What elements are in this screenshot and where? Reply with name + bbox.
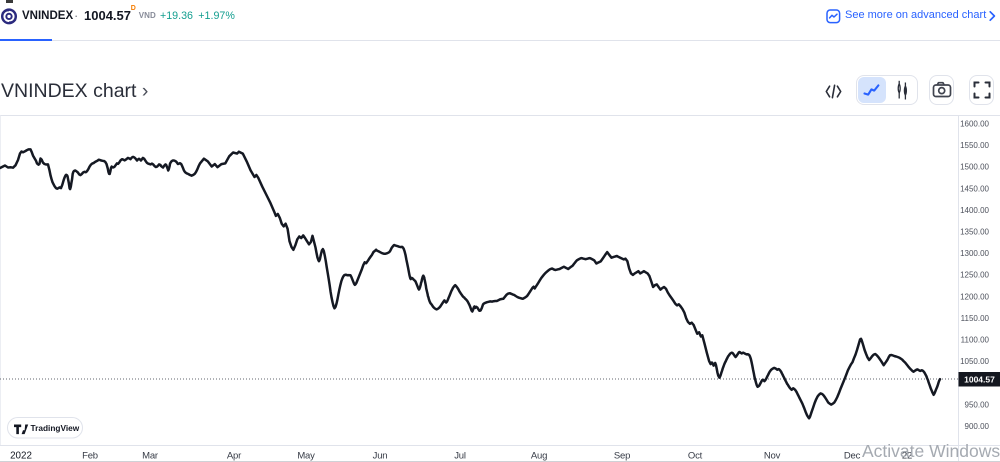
- svg-text:Jul: Jul: [454, 450, 466, 461]
- svg-text:1450.00: 1450.00: [960, 184, 989, 193]
- svg-text:1050.00: 1050.00: [960, 357, 989, 366]
- svg-text:1100.00: 1100.00: [961, 336, 990, 345]
- svg-text:1550.00: 1550.00: [960, 141, 989, 150]
- svg-text:1500.00: 1500.00: [960, 163, 989, 172]
- svg-text:Aug: Aug: [531, 450, 547, 461]
- svg-text:1004.57: 1004.57: [964, 374, 995, 384]
- svg-text:2022: 2022: [10, 450, 32, 461]
- svg-text:Mar: Mar: [142, 450, 158, 461]
- svg-text:May: May: [297, 450, 315, 461]
- svg-text:1400.00: 1400.00: [960, 206, 989, 215]
- svg-text:900.00: 900.00: [965, 422, 990, 431]
- svg-text:Dec: Dec: [844, 450, 861, 461]
- svg-text:TradingView: TradingView: [31, 423, 80, 433]
- svg-text:1350.00: 1350.00: [960, 228, 989, 237]
- svg-text:1200.00: 1200.00: [960, 292, 989, 301]
- svg-text:Feb: Feb: [82, 450, 98, 461]
- svg-text:Oct: Oct: [688, 450, 703, 461]
- svg-text:Sep: Sep: [614, 450, 630, 461]
- svg-text:950.00: 950.00: [965, 401, 990, 410]
- svg-text:1250.00: 1250.00: [960, 271, 989, 280]
- svg-text:Apr: Apr: [227, 450, 241, 461]
- svg-text:1300.00: 1300.00: [960, 249, 989, 258]
- svg-text:Jun: Jun: [373, 450, 388, 461]
- svg-text:1600.00: 1600.00: [960, 119, 989, 128]
- svg-text:Activate Windows: Activate Windows: [862, 441, 1000, 461]
- svg-text:Nov: Nov: [764, 450, 781, 461]
- svg-text:1150.00: 1150.00: [961, 314, 990, 323]
- svg-text:22: 22: [902, 450, 912, 461]
